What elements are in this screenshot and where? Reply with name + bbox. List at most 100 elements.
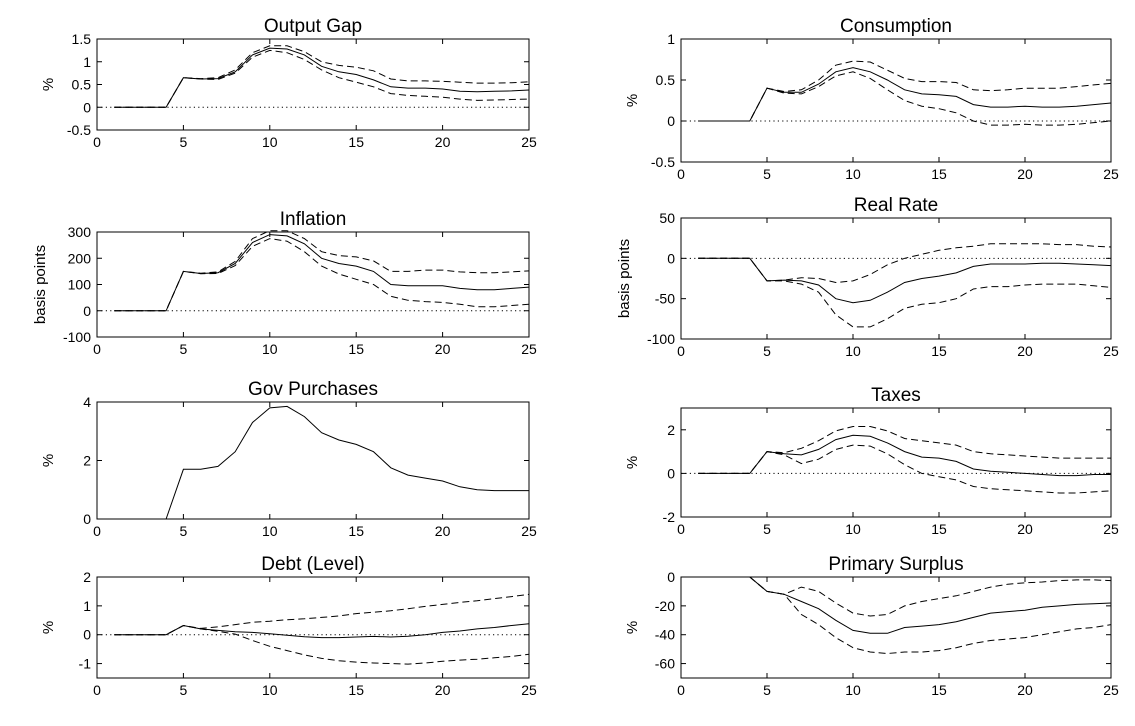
confidence-band-line (698, 257, 1112, 328)
median-response-line (114, 234, 530, 312)
y-tick-label: 2 (83, 453, 91, 469)
x-tick-label: 20 (1017, 682, 1033, 698)
x-tick-label: 15 (348, 523, 364, 539)
y-axis-label: % (40, 621, 57, 634)
panel-title: Gov Purchases (248, 379, 378, 400)
plot-frame (680, 576, 1112, 679)
y-tick-label: -1 (79, 656, 92, 672)
y-tick-label: -50 (655, 291, 675, 307)
x-tick-label: 0 (677, 343, 685, 359)
y-tick-label: 0 (667, 250, 675, 266)
panel-title: Inflation (280, 209, 347, 230)
median-response-line (114, 47, 530, 108)
panel-title: Real Rate (854, 195, 939, 216)
x-tick-label: 15 (348, 341, 364, 357)
x-tick-label: 20 (1017, 521, 1033, 537)
y-tick-label: 50 (659, 210, 675, 226)
confidence-band-line (114, 238, 530, 312)
x-tick-label: 15 (931, 682, 947, 698)
x-tick-label: 25 (1103, 343, 1119, 359)
x-tick-label: 20 (435, 682, 451, 698)
x-tick-label: 15 (348, 682, 364, 698)
y-tick-label: -100 (647, 331, 675, 347)
x-tick-label: 20 (435, 341, 451, 357)
x-tick-label: 15 (931, 343, 947, 359)
y-tick-label: 0 (83, 511, 91, 527)
confidence-band-line (114, 49, 530, 108)
y-tick-label: -20 (655, 598, 675, 614)
x-tick-label: 5 (763, 343, 771, 359)
y-tick-label: 100 (68, 277, 92, 293)
y-tick-label: -100 (63, 329, 91, 345)
median-response-line (698, 434, 1111, 477)
x-tick-label: 10 (845, 521, 861, 537)
panel-title: Taxes (871, 385, 921, 406)
plot-frame (680, 407, 1112, 518)
x-tick-label: 5 (763, 166, 771, 182)
panel-title: Debt (Level) (261, 554, 365, 575)
x-tick-label: 0 (93, 523, 101, 539)
x-tick-label: 20 (435, 134, 451, 150)
x-tick-label: 25 (521, 341, 537, 357)
confidence-band-line (114, 45, 530, 108)
y-axis-label: % (624, 621, 641, 634)
y-axis-label: % (624, 456, 641, 469)
y-tick-label: 300 (68, 224, 92, 240)
plot-frame (96, 231, 530, 338)
x-tick-label: 15 (931, 521, 947, 537)
y-tick-label: -0.5 (651, 154, 675, 170)
x-tick-label: 20 (1017, 343, 1033, 359)
y-tick-label: 0 (83, 99, 91, 115)
median-response-line (749, 576, 1112, 634)
confidence-band-line (114, 624, 530, 665)
y-tick-label: 1.5 (72, 31, 92, 47)
panel-title: Primary Surplus (828, 554, 963, 575)
plot-frame (96, 576, 530, 679)
x-tick-label: 5 (180, 341, 188, 357)
x-tick-label: 20 (1017, 166, 1033, 182)
x-tick-label: 10 (845, 166, 861, 182)
x-tick-label: 10 (262, 682, 278, 698)
x-tick-label: 5 (763, 521, 771, 537)
x-tick-label: 5 (180, 134, 188, 150)
x-tick-label: 10 (845, 343, 861, 359)
y-tick-label: 1 (667, 31, 675, 47)
x-tick-label: 25 (521, 134, 537, 150)
y-tick-label: -40 (655, 627, 675, 643)
y-tick-label: 0 (83, 303, 91, 319)
x-tick-label: 15 (348, 134, 364, 150)
x-tick-label: 10 (262, 134, 278, 150)
panel-title: Consumption (840, 16, 952, 37)
plot-frame (96, 401, 530, 520)
y-tick-label: -0.5 (67, 122, 91, 138)
x-tick-label: 0 (677, 166, 685, 182)
x-tick-label: 10 (262, 523, 278, 539)
confidence-band-line (698, 60, 1112, 122)
confidence-band-line (698, 71, 1112, 126)
x-tick-label: 10 (845, 682, 861, 698)
x-tick-label: 20 (435, 523, 451, 539)
x-tick-label: 0 (677, 682, 685, 698)
y-axis-label: % (40, 454, 57, 467)
median-response-line (698, 257, 1112, 304)
confidence-band-line (749, 576, 1112, 617)
y-tick-label: 4 (83, 394, 91, 410)
y-axis-label: basis points (32, 245, 49, 324)
panel-4: 0 5 10 15 20 25 0 2 4 Gov Purchases% (40, 379, 537, 539)
y-tick-label: 0.5 (656, 72, 676, 88)
y-tick-label: 1 (83, 54, 91, 70)
plot-frame (96, 38, 530, 131)
y-tick-label: 0 (667, 113, 675, 129)
x-tick-label: 5 (180, 523, 188, 539)
x-tick-label: 0 (93, 134, 101, 150)
plot-frame (680, 38, 1112, 163)
x-tick-label: 10 (262, 341, 278, 357)
confidence-band-line (698, 444, 1112, 494)
y-axis-label: basis points (616, 239, 633, 318)
y-tick-label: 0 (667, 465, 675, 481)
